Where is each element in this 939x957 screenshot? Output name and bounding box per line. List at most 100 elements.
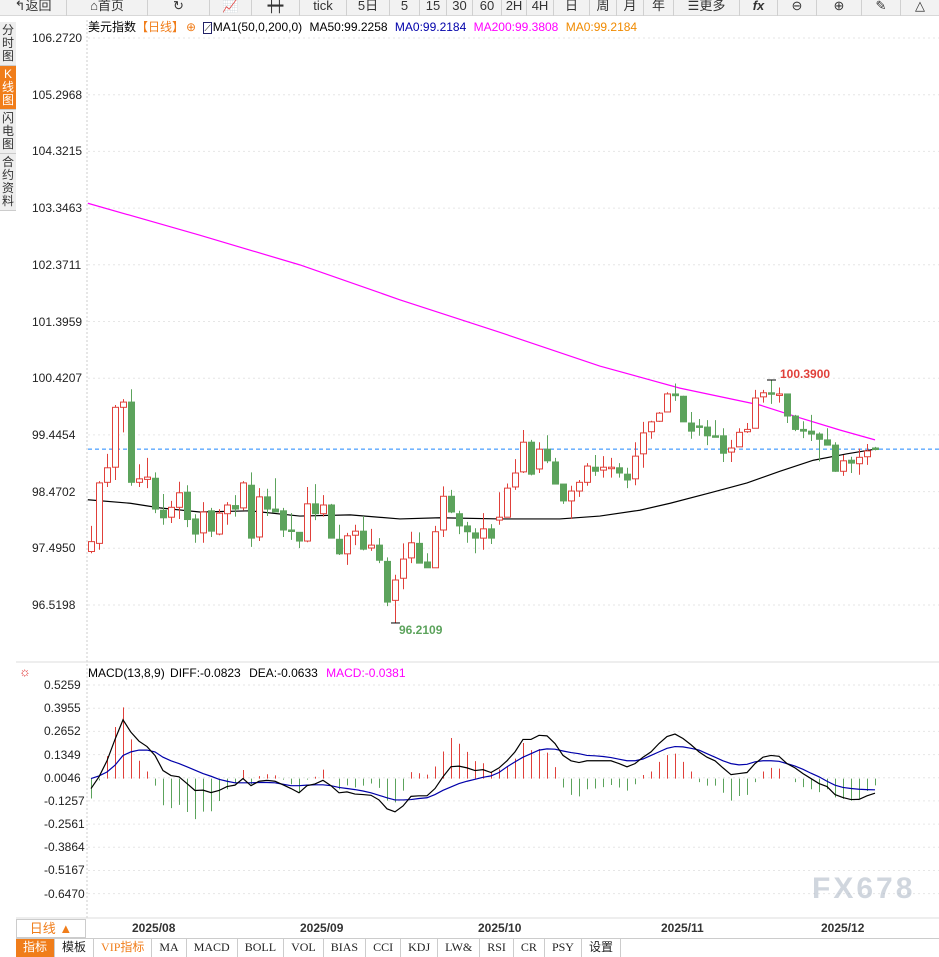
candle-body — [632, 455, 639, 480]
shape-button[interactable]: △ — [901, 0, 939, 16]
sidebar-item-contract[interactable]: 合约资料 — [0, 154, 16, 211]
zoom-in-button[interactable]: ⊕ — [817, 0, 862, 16]
candle-body — [840, 460, 847, 472]
candle-body — [248, 484, 255, 539]
candle-body — [648, 421, 655, 433]
candle-body — [88, 541, 95, 553]
period-selector[interactable]: 日线 ▲ — [16, 919, 86, 938]
tab-cr[interactable]: CR — [514, 939, 545, 957]
tab-rsi[interactable]: RSI — [480, 939, 514, 957]
candle-body — [288, 529, 295, 532]
candle-body — [704, 426, 711, 437]
sidebar-item-flash[interactable]: 闪电图 — [0, 110, 16, 154]
candle-body — [224, 504, 231, 515]
candle-body — [576, 481, 583, 492]
candle-body — [216, 512, 223, 535]
candle-body — [504, 487, 511, 518]
period-15m[interactable]: 15 — [420, 0, 447, 16]
tick-button[interactable]: tick — [300, 0, 347, 16]
candle-body — [168, 506, 175, 518]
candle-type-button[interactable]: ┿┿ — [252, 0, 300, 16]
candle-body — [112, 406, 119, 468]
sidebar: 分时图 K线图 闪电图 合约资料 — [0, 22, 16, 211]
candle-body — [496, 516, 503, 521]
period-year[interactable]: 年 — [644, 0, 674, 16]
main-legend: 美元指数【日线】 ⊕ ⟋ MA1(50,0,200,0) MA50:99.2258 … — [88, 20, 641, 35]
indicator-chart-button[interactable]: 📈 — [210, 0, 252, 16]
candle-body — [136, 478, 143, 483]
candle-body — [736, 431, 743, 448]
month-label: 2025/12 — [821, 921, 865, 935]
candle-body — [672, 393, 679, 397]
candle-body — [160, 509, 167, 519]
candle-body — [600, 466, 607, 471]
tab-cci[interactable]: CCI — [366, 939, 402, 957]
tab-indicator[interactable]: 指标 — [16, 939, 56, 957]
candle-body — [200, 511, 207, 534]
tab-vip-indicator[interactable]: VIP指标 — [94, 939, 153, 957]
tab-bias[interactable]: BIAS — [324, 939, 367, 957]
zoom-out-icon: ⊖ — [791, 0, 803, 13]
price-tick-label: 96.5198 — [32, 598, 76, 612]
sidebar-item-kline[interactable]: K线图 — [0, 66, 16, 110]
candle-body — [232, 505, 239, 510]
price-tick-label: 101.3959 — [32, 314, 83, 329]
candle-body — [432, 531, 439, 569]
candle-body — [184, 491, 191, 521]
tab-kdj[interactable]: KDJ — [401, 939, 439, 957]
candle-body — [592, 466, 599, 472]
tab-lwr[interactable]: LW& — [438, 939, 481, 957]
dea-value: DEA:-0.0633 — [249, 666, 318, 680]
price-tick-label: 102.3711 — [32, 257, 82, 272]
macd-settings-icon[interactable]: ☼ — [19, 664, 31, 679]
period-30m[interactable]: 30 — [447, 0, 473, 16]
period-week[interactable]: 周 — [590, 0, 617, 16]
tab-vol[interactable]: VOL — [284, 939, 324, 957]
refresh-button[interactable]: ↻ — [148, 0, 210, 16]
period-5m[interactable]: 5 — [390, 0, 420, 16]
more-button[interactable]: ☰更多 — [674, 0, 740, 16]
tab-ma[interactable]: MA — [152, 939, 187, 957]
settings-icon[interactable]: ⊕ — [186, 20, 197, 34]
draw-button[interactable]: ✎ — [862, 0, 901, 16]
macd-tick-label: 0.3955 — [44, 701, 81, 716]
candle-body — [752, 397, 759, 429]
tab-template[interactable]: 模板 — [55, 939, 95, 957]
tab-macd[interactable]: MACD — [187, 939, 238, 957]
home-button[interactable]: ⌂首页 — [67, 0, 148, 16]
period-day[interactable]: 日 — [554, 0, 590, 16]
watermark: FX678 — [812, 872, 916, 905]
sidebar-item-timeshare[interactable]: 分时图 — [0, 22, 16, 66]
macd-tick-label: 0.1349 — [44, 747, 81, 762]
candle-body — [472, 532, 479, 539]
back-button[interactable]: ↰返回 — [0, 0, 67, 16]
candle-body — [624, 473, 631, 481]
period-month[interactable]: 月 — [617, 0, 644, 16]
candle-body — [104, 467, 111, 483]
candle-body — [544, 448, 551, 462]
candle-body — [512, 472, 519, 488]
candle-body — [352, 530, 359, 536]
zoom-out-button[interactable]: ⊖ — [778, 0, 817, 16]
formula-button[interactable]: fx — [740, 0, 778, 16]
candle-body — [328, 504, 335, 539]
candle-body — [776, 393, 783, 396]
tab-settings[interactable]: 设置 — [582, 939, 621, 957]
triangle-icon: △ — [915, 0, 925, 13]
candle-body — [144, 476, 151, 480]
price-tick-label: 106.2720 — [32, 31, 83, 45]
period-2h[interactable]: 2H — [502, 0, 527, 16]
macd-tick-label: -0.2561 — [44, 817, 85, 832]
candle-body — [608, 466, 615, 470]
tab-boll[interactable]: BOLL — [238, 939, 285, 957]
period-4h[interactable]: 4H — [527, 0, 554, 16]
candle-body — [664, 393, 671, 413]
candle-body — [272, 508, 279, 513]
period-5d[interactable]: 5日 — [347, 0, 390, 16]
candle-body — [528, 441, 535, 475]
candle-body — [816, 433, 823, 440]
diff-value: DIFF:-0.0823 — [170, 666, 241, 680]
period-60m[interactable]: 60 — [473, 0, 502, 16]
tab-psy[interactable]: PSY — [545, 939, 582, 957]
